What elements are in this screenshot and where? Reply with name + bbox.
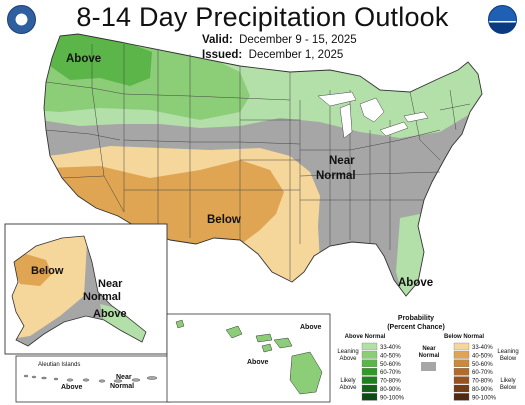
label-near: Near <box>329 155 355 167</box>
hawaii-islands <box>175 319 323 395</box>
legend-below-swatch-2 <box>453 359 470 367</box>
issued-value: December 1, 2025 <box>248 49 344 61</box>
legend-below-label-4: 70-80% <box>472 379 493 385</box>
legend-leaning-below-2: Below <box>500 356 517 362</box>
legend-above-label-1: 40-50% <box>380 353 401 359</box>
legend-below-swatch-5 <box>453 384 470 393</box>
legend-below-swatches: 33-40% 40-50% 50-60% 60-70% 70-80% 80-90% 90-1… <box>453 342 497 401</box>
legend: Probability (Percent Chance) Above Norma… <box>337 315 518 401</box>
alaska-outline <box>11 235 147 347</box>
legend-above-swatch-0 <box>361 342 378 351</box>
legend-leaning-above-1: Leaning <box>337 349 358 355</box>
legend-above-swatch-2 <box>361 359 378 367</box>
aleutian-islands-shapes <box>23 374 158 383</box>
legend-above-label-2: 50-60% <box>380 362 401 368</box>
legend-below-label-3: 60-70% <box>472 370 493 376</box>
legend-below-label-6: 90-100% <box>472 395 497 401</box>
legend-below-swatch-6 <box>453 393 470 401</box>
legend-above-header: Above Normal <box>345 334 386 340</box>
legend-below-label-5: 80-90% <box>472 387 493 393</box>
noaa-logo-icon <box>488 5 517 34</box>
label-below-southwest: Below <box>207 214 241 226</box>
legend-near-header-1: Near <box>422 346 436 352</box>
legend-above-label-5: 80-90% <box>380 387 401 393</box>
alaska-above-region <box>100 304 146 346</box>
legend-below-swatch-3 <box>453 368 470 376</box>
state-borders <box>45 44 471 280</box>
legend-above-label-4: 70-80% <box>380 379 401 385</box>
label-alaska-normal: Normal <box>83 291 121 303</box>
legend-below-header: Below Normal <box>444 334 484 340</box>
legend-below-swatch-0 <box>453 342 470 351</box>
legend-above-swatch-3 <box>361 368 378 376</box>
doc-seal-icon <box>7 5 36 34</box>
valid-label: Valid: <box>202 34 233 46</box>
issued-date: Issued: December 1, 2025 <box>202 49 343 61</box>
legend-likely-above-2: Above <box>339 385 357 391</box>
label-hawaii-above-north: Above <box>300 324 322 331</box>
great-lakes <box>317 91 429 139</box>
label-aleutian-above: Above <box>61 384 83 391</box>
label-aleutian-near: Near <box>116 374 132 381</box>
alaska-below-40-region <box>12 254 52 286</box>
aleutian-inset <box>15 355 171 403</box>
legend-leaning-above-2: Above <box>339 356 357 362</box>
legend-below-label-0: 33-40% <box>472 345 493 351</box>
legend-below-label-1: 40-50% <box>472 353 493 359</box>
legend-near-swatch <box>421 362 436 371</box>
legend-below-swatch-4 <box>453 376 470 384</box>
valid-value: December 9 - 15, 2025 <box>239 34 357 46</box>
legend-likely-below-2: Below <box>500 385 517 391</box>
conus-outline <box>43 33 483 297</box>
legend-leaning-below-1: Leaning <box>497 349 518 355</box>
legend-below-label-2: 50-60% <box>472 362 493 368</box>
legend-near-header-2: Normal <box>419 353 440 359</box>
legend-above-label-3: 60-70% <box>380 370 401 376</box>
legend-title: Probability <box>398 315 434 322</box>
legend-above-swatch-1 <box>361 351 378 359</box>
legend-above-label-0: 33-40% <box>380 345 401 351</box>
legend-above-swatch-6 <box>361 393 378 401</box>
legend-above-swatches: 33-40% 40-50% 50-60% 60-70% 70-80% 80-90% 90-1… <box>361 342 405 401</box>
label-above-northwest: Above <box>66 53 101 65</box>
legend-likely-above-1: Likely <box>340 378 355 384</box>
aleutian-title: Aleutian Islands <box>38 362 80 368</box>
legend-subtitle: (Percent Chance) <box>387 324 445 331</box>
legend-above-swatch-4 <box>361 376 378 384</box>
label-normal: Normal <box>316 170 356 182</box>
label-above-florida: Above <box>398 277 433 289</box>
below-40-region <box>48 160 284 256</box>
valid-dates: Valid: December 9 - 15, 2025 <box>202 34 357 46</box>
label-alaska-near: Near <box>98 278 123 290</box>
issued-label: Issued: <box>202 49 243 61</box>
legend-below-swatch-1 <box>453 351 470 359</box>
label-aleutian-normal: Normal <box>110 383 134 390</box>
legend-likely-below-1: Likely <box>500 378 515 384</box>
legend-above-label-6: 90-100% <box>380 395 405 401</box>
page-title: 8-14 Day Precipitation Outlook <box>76 2 449 32</box>
legend-above-swatch-5 <box>361 384 378 393</box>
label-alaska-above: Above <box>93 308 127 320</box>
label-hawaii-above-south: Above <box>247 359 269 366</box>
label-alaska-below: Below <box>31 265 64 277</box>
